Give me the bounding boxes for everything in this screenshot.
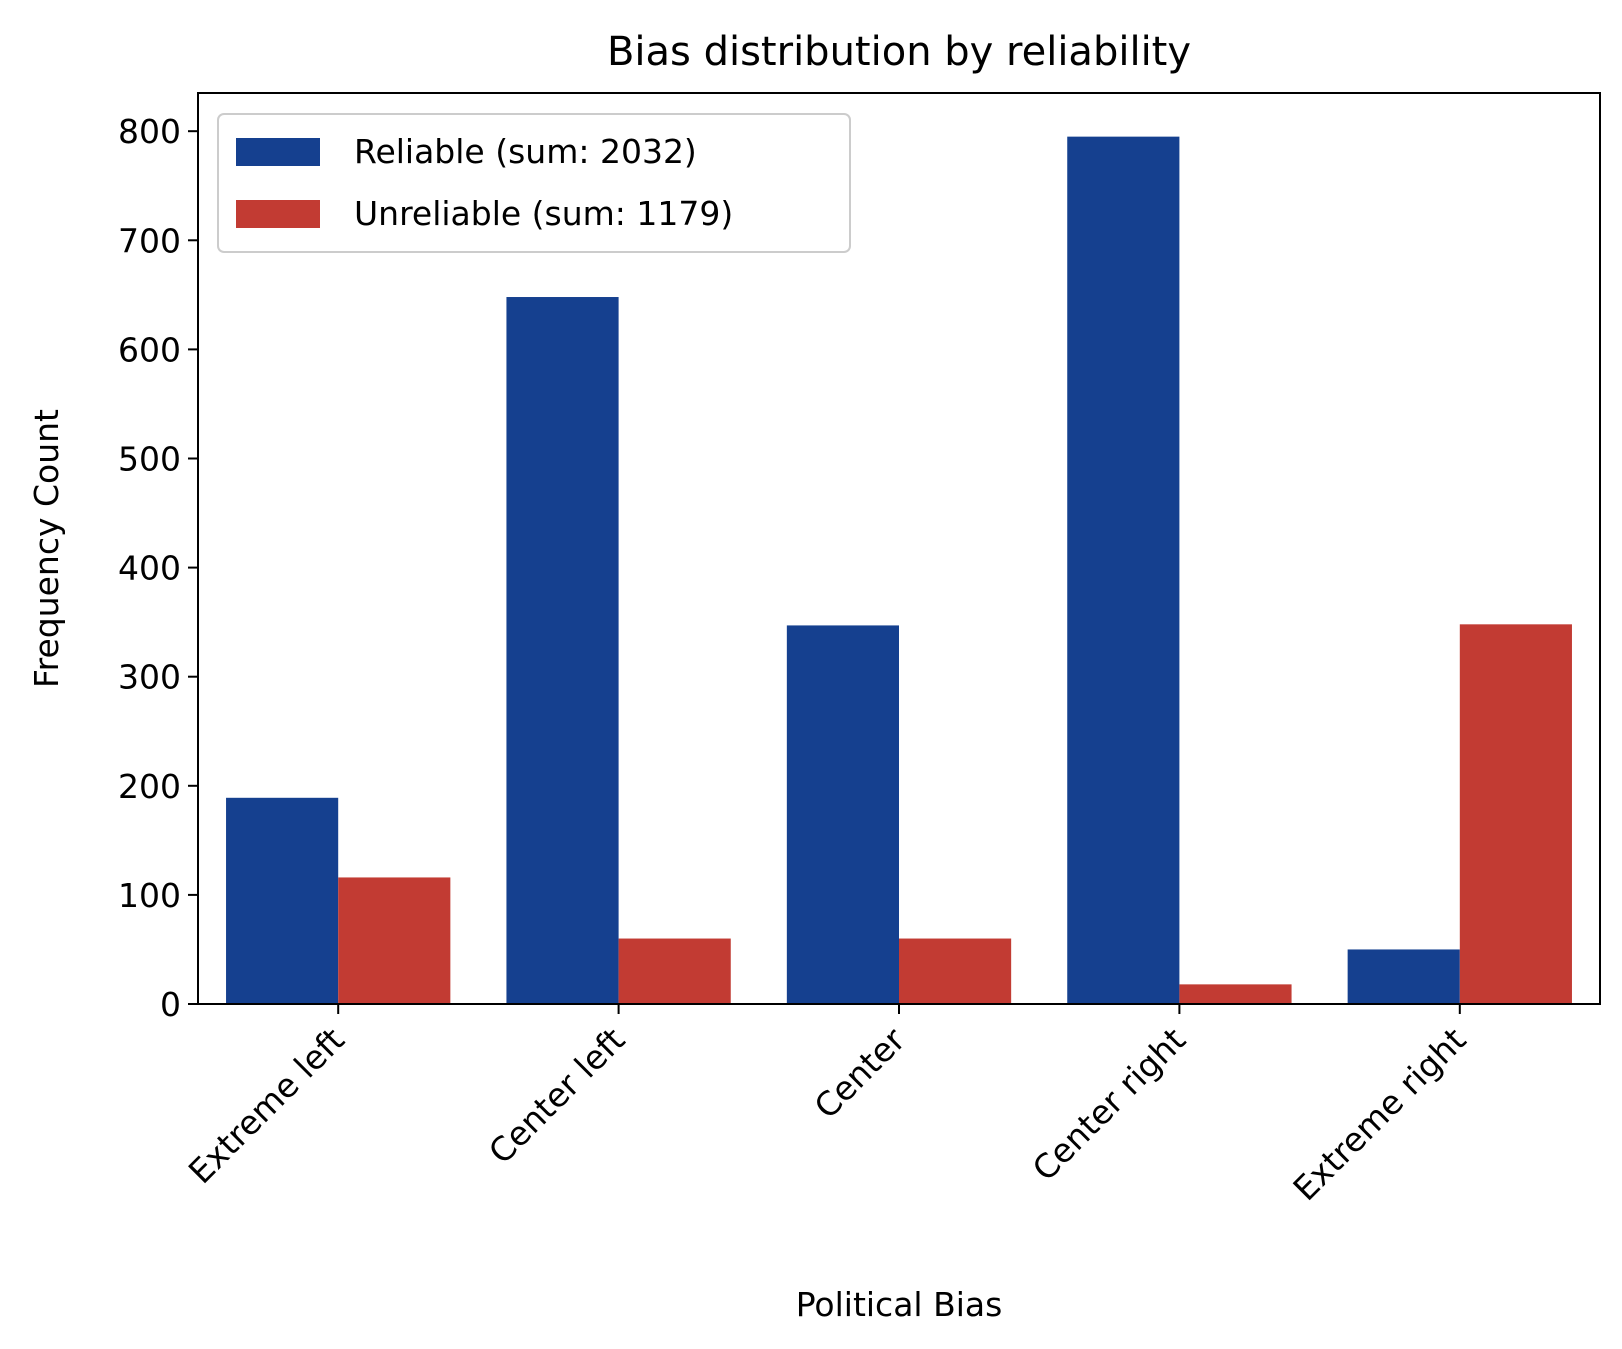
- x-tick-label: Center: [807, 1020, 913, 1126]
- y-tick-label: 0: [160, 985, 181, 1024]
- y-tick-label: 300: [118, 658, 181, 697]
- legend-entry: Unreliable (sum: 1179): [354, 194, 733, 233]
- bar-reliable-center-right: [1067, 136, 1180, 1004]
- y-tick-label: 200: [118, 767, 181, 806]
- legend-frame: [217, 113, 851, 253]
- bar-reliable-extreme-left: [226, 797, 339, 1004]
- legend-swatch: [236, 138, 320, 166]
- y-tick-label: 800: [118, 112, 181, 151]
- bar-unreliable-center-left: [618, 938, 731, 1004]
- x-tick-label: Extreme left: [181, 1020, 352, 1191]
- bar-reliable-center-left: [506, 297, 619, 1004]
- bar-reliable-extreme-right: [1347, 949, 1460, 1004]
- x-tick-label: Extreme right: [1285, 1020, 1473, 1208]
- y-axis: 0 100 200 300 400 500 600 700 800: [118, 112, 198, 1024]
- bar-unreliable-extreme-left: [338, 877, 451, 1004]
- legend-entry: Reliable (sum: 2032): [354, 132, 697, 171]
- x-axis-label: Political Bias: [796, 1285, 1003, 1324]
- legend-swatch: [236, 200, 320, 228]
- bar-unreliable-center: [899, 938, 1012, 1004]
- bar-reliable-center: [786, 625, 899, 1004]
- y-tick-label: 600: [118, 330, 181, 369]
- y-tick-label: 100: [118, 876, 181, 915]
- y-tick-label: 700: [118, 221, 181, 260]
- x-tick-label: Center right: [1025, 1020, 1193, 1188]
- bar-unreliable-center-right: [1179, 984, 1292, 1004]
- y-axis-label: Frequency Count: [27, 409, 66, 688]
- bar-unreliable-extreme-right: [1459, 624, 1572, 1004]
- x-tick-label: Center left: [481, 1020, 632, 1171]
- x-axis: Extreme left Center left Center Center righ…: [181, 1004, 1473, 1208]
- bars-group: [226, 136, 1572, 1004]
- y-tick-label: 400: [118, 549, 181, 588]
- y-tick-label: 500: [118, 439, 181, 478]
- chart-title: Bias distribution by reliability: [607, 29, 1191, 75]
- legend: Reliable (sum: 2032) Unreliable (sum: 117…: [217, 113, 851, 253]
